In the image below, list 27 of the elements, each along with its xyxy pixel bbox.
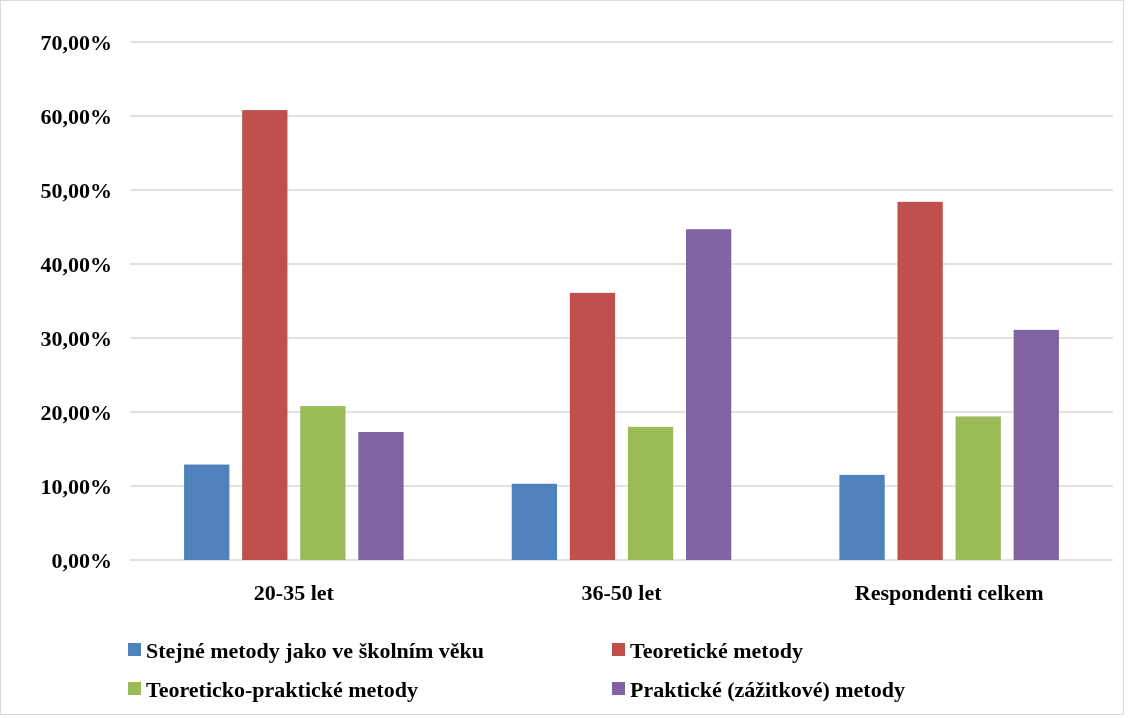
y-tick-label: 0,00% [51,547,112,573]
legend-label: Praktické (zážitkové) metody [630,676,905,702]
y-tick-label: 20,00% [40,399,112,425]
y-tick-label: 40,00% [40,251,112,277]
legend-label: Teoreticko-praktické metody [146,676,418,702]
legend-label: Stejné metody jako ve školním věku [146,637,484,663]
bar [184,464,230,560]
x-tick-label: Respondenti celkem [854,580,1044,605]
bar [627,426,674,560]
bar [685,229,732,560]
x-tick-label: 20-35 let [253,580,335,605]
bar [358,431,404,560]
bar [839,474,885,560]
y-tick-label: 50,00% [40,177,112,203]
bar [300,406,346,560]
bar [569,292,616,560]
y-tick-label: 10,00% [40,473,112,499]
bar [242,110,288,560]
legend-label: Teoretické metody [630,637,803,663]
bar [511,483,558,560]
x-tick-label: 36-50 let [581,580,663,605]
y-tick-label: 60,00% [40,103,112,129]
y-tick-label: 30,00% [40,325,112,351]
bar [1013,329,1059,560]
bar [897,201,943,560]
bar [955,416,1001,560]
y-tick-label: 70,00% [40,29,112,55]
